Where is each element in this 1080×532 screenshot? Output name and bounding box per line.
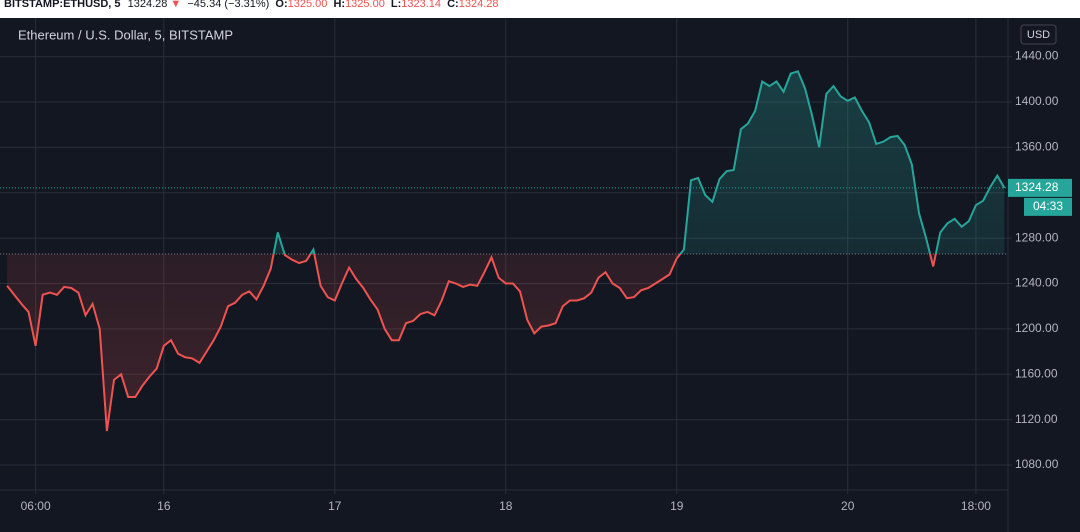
h: 1325.00 xyxy=(345,0,385,10)
o-label: O: xyxy=(275,0,287,10)
c: 1324.28 xyxy=(459,0,499,10)
y-tick-label: 1200.00 xyxy=(1015,321,1059,335)
y-tick-label: 1280.00 xyxy=(1015,230,1059,244)
y-tick-label: 1160.00 xyxy=(1015,366,1058,380)
x-tick-label: 18:00 xyxy=(961,499,991,513)
c-label: C: xyxy=(447,0,459,10)
line-up xyxy=(272,70,1006,254)
x-tick-label: 20 xyxy=(841,499,855,513)
price: 1324.28 xyxy=(128,0,168,10)
x-tick-label: 17 xyxy=(328,499,342,513)
x-tick-label: 19 xyxy=(670,499,684,513)
header-bg xyxy=(0,0,1080,18)
o: 1325.00 xyxy=(288,0,328,10)
area-up xyxy=(7,71,1005,254)
x-tick-label: 16 xyxy=(157,499,171,513)
l-label: L: xyxy=(391,0,401,10)
arrow: ▼ xyxy=(170,0,181,10)
countdown-box xyxy=(1024,197,1072,216)
last-price-box xyxy=(1008,178,1072,197)
header: BITSTAMP:ETHUSD, 5 1324.28 ▼ −45.34 (−3.… xyxy=(4,0,498,10)
y-tick-label: 1120.00 xyxy=(1015,412,1058,426)
y-tick-label: 1240.00 xyxy=(1015,276,1059,290)
symbol: BITSTAMP:ETHUSD, 5 xyxy=(4,0,121,10)
x-tick-label: 06:00 xyxy=(21,499,51,513)
l: 1323.14 xyxy=(401,0,441,10)
y-tick-label: 1400.00 xyxy=(1015,94,1059,108)
y-tick-label: 1360.00 xyxy=(1015,140,1059,154)
x-tick-label: 18 xyxy=(499,499,513,513)
countdown: 04:33 xyxy=(1033,199,1063,213)
change: −45.34 (−3.31%) xyxy=(187,0,269,10)
chart-title: Ethereum / U.S. Dollar, 5, BITSTAMP xyxy=(18,27,233,42)
y-tick-label: 1440.00 xyxy=(1015,49,1059,63)
currency-box xyxy=(1020,24,1057,45)
last-price-label: 1324.28 xyxy=(1015,180,1059,194)
h-label: H: xyxy=(333,0,345,10)
line-down xyxy=(6,254,937,432)
y-tick-label: 1080.00 xyxy=(1015,457,1059,471)
currency: USD xyxy=(1027,29,1050,41)
